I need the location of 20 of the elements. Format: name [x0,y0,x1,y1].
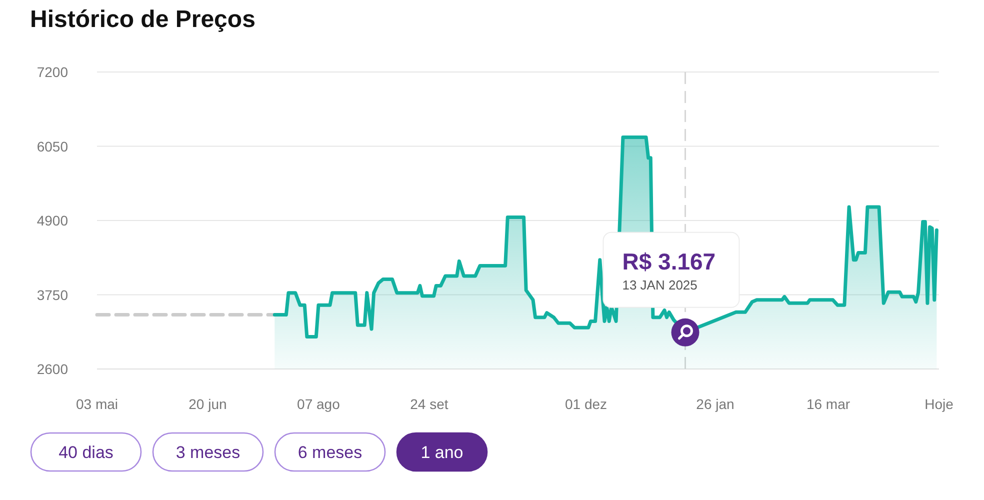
y-tick-label: 2600 [36,361,68,377]
y-tick-label: 3750 [36,286,68,303]
x-tick-label: 20 jun [188,396,227,412]
text: 1 ano [420,443,464,462]
x-tick-label: 01 dez [565,396,608,412]
text: 3 meses [176,443,240,462]
x-tick-label: 16 mar [806,396,850,412]
text: 40 dias [58,443,114,462]
chart-title: Histórico de Preços [30,6,256,33]
y-tick-label: 6050 [36,138,68,154]
y-tick-label: 7200 [36,64,68,80]
x-tick-label: 24 set [410,396,448,412]
x-tick-label: 07 ago [297,396,340,412]
text: 6 meses [298,443,362,462]
x-tick-label: 26 jan [696,396,734,412]
annotation: 13 JAN 2025 [622,277,698,292]
y-tick-label: 4900 [36,212,68,228]
x-tick-label: 03 mai [76,396,118,412]
annotation: R$ 3.167 [622,248,716,274]
x-tick-label: Hoje [924,396,954,412]
